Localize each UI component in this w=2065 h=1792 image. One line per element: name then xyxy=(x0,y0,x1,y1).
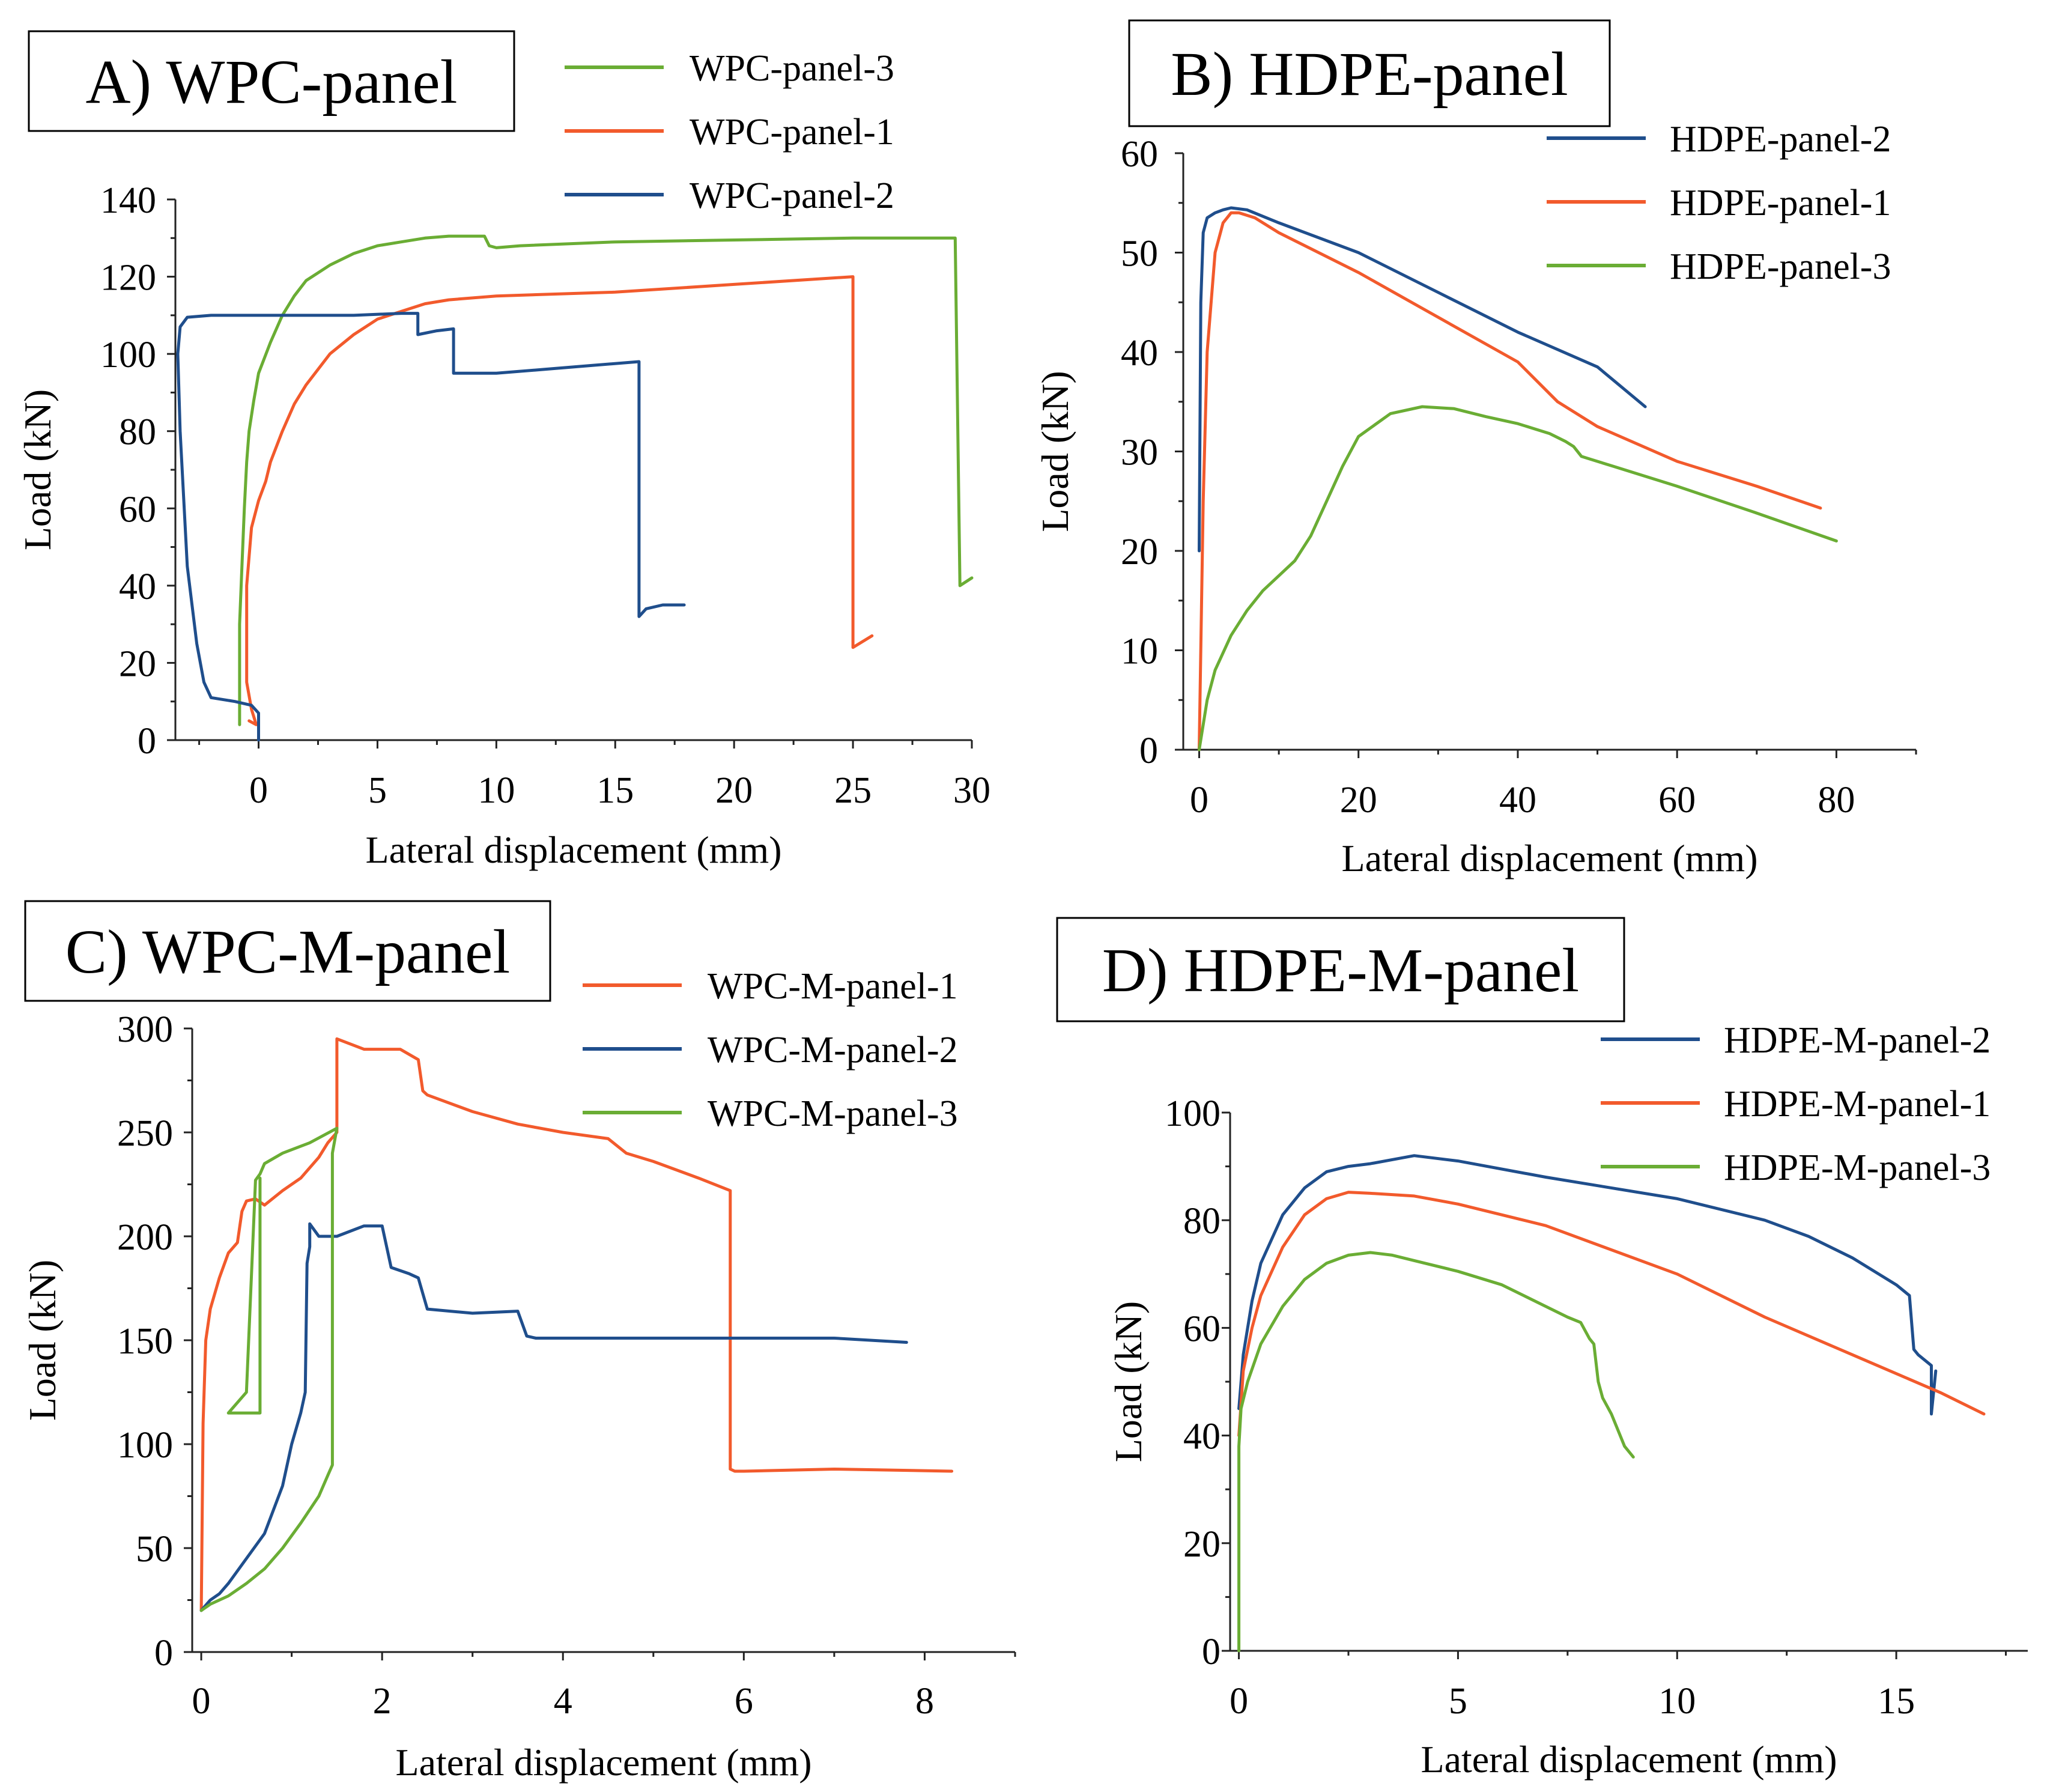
chart-title-box xyxy=(1056,917,1625,1022)
chart-title-box xyxy=(28,30,515,132)
series-line-wpc-panel-3 xyxy=(238,234,974,726)
y-tick-label: 150 xyxy=(117,1321,173,1362)
x-tick-label: 2 xyxy=(373,1681,392,1722)
x-axis-label: Lateral displacement (mm) xyxy=(365,828,781,871)
x-tick-label: 8 xyxy=(915,1681,934,1722)
chart-title: B) HDPE-panel xyxy=(1171,40,1568,109)
y-tick-label: 140 xyxy=(100,180,156,221)
y-tick-label: 40 xyxy=(1183,1417,1221,1457)
chart-title: A) WPC-panel xyxy=(85,47,457,117)
chart-title: D) HDPE-M-panel xyxy=(1102,936,1579,1005)
series-line-hdpe-m-panel-1 xyxy=(1237,1191,1986,1438)
legend-label-hdpe-m-panel-3: HDPE-M-panel-3 xyxy=(1724,1147,1991,1188)
x-axis-label: Lateral displacement (mm) xyxy=(1341,837,1757,879)
y-tick-label: 120 xyxy=(100,258,156,299)
y-axis-label: Load (kN) xyxy=(1107,1301,1150,1462)
x-tick-label: 5 xyxy=(368,770,387,811)
y-tick-label: 50 xyxy=(1121,234,1158,275)
y-tick-label: 20 xyxy=(1183,1524,1221,1565)
legend-label-wpc-panel-2: WPC-panel-2 xyxy=(690,175,894,216)
series-line-wpc-m-panel-2 xyxy=(199,1222,908,1612)
x-tick-label: 80 xyxy=(1818,780,1855,821)
y-tick-label: 200 xyxy=(117,1217,173,1258)
legend-label-wpc-panel-1: WPC-panel-1 xyxy=(690,112,894,153)
legend-label-wpc-m-panel-1: WPC-M-panel-1 xyxy=(708,966,958,1007)
series-line-hdpe-m-panel-2 xyxy=(1237,1154,1938,1416)
legend-label-hdpe-panel-3: HDPE-panel-3 xyxy=(1670,246,1891,287)
y-tick-label: 10 xyxy=(1121,631,1158,672)
chart-title: C) WPC-M-panel xyxy=(65,917,510,986)
y-axis-label: Load (kN) xyxy=(16,389,59,550)
series-line-wpc-panel-1 xyxy=(245,275,874,726)
chart-panel-3: C) WPC-M-panel 0 50 100 150 200 250 300 0 2 4 6 8 Lat… xyxy=(21,900,1016,1784)
y-tick-label: 300 xyxy=(117,1009,173,1050)
x-tick-label: 4 xyxy=(554,1681,572,1722)
y-tick-label: 20 xyxy=(119,643,156,684)
x-tick-label: 6 xyxy=(735,1681,753,1722)
y-tick-label: 0 xyxy=(154,1633,173,1674)
legend-label-hdpe-m-panel-1: HDPE-M-panel-1 xyxy=(1724,1084,1991,1125)
x-tick-label: 15 xyxy=(596,770,634,811)
x-tick-label: 40 xyxy=(1499,780,1536,821)
series-line-wpc-m-panel-1 xyxy=(199,1037,954,1612)
y-tick-label: 60 xyxy=(119,489,156,530)
x-tick-label: 25 xyxy=(834,770,872,811)
y-axis-label: Load (kN) xyxy=(21,1260,64,1421)
legend-label-hdpe-panel-1: HDPE-panel-1 xyxy=(1670,183,1891,223)
y-axis-label: Load (kN) xyxy=(1034,371,1076,532)
y-tick-label: 40 xyxy=(1121,333,1158,374)
x-tick-label: 0 xyxy=(192,1681,211,1722)
x-tick-label: 5 xyxy=(1449,1681,1467,1722)
series-line-hdpe-m-panel-3 xyxy=(1237,1251,1635,1653)
legend-label-wpc-m-panel-2: WPC-M-panel-2 xyxy=(708,1030,958,1071)
y-tick-label: 0 xyxy=(1139,730,1158,771)
y-tick-label: 40 xyxy=(119,566,156,607)
series-line-hdpe-panel-3 xyxy=(1198,405,1838,752)
y-tick-label: 100 xyxy=(100,335,156,375)
y-tick-label: 250 xyxy=(117,1113,173,1154)
chart-title-box xyxy=(24,900,551,1002)
x-axis-label: Lateral displacement (mm) xyxy=(395,1741,811,1784)
x-tick-label: 30 xyxy=(953,770,990,811)
chart-panel-2: B) HDPE-panel 0 10 20 30 40 50 60 0 20 40 60 80 Later… xyxy=(1034,19,1917,879)
legend-label-wpc-m-panel-3: WPC-M-panel-3 xyxy=(708,1093,958,1134)
y-tick-label: 100 xyxy=(117,1425,173,1466)
series-line-hdpe-panel-1 xyxy=(1198,211,1822,752)
x-tick-label: 10 xyxy=(478,770,515,811)
y-tick-label: 100 xyxy=(1165,1093,1221,1134)
chart-panel-4: D) HDPE-M-panel 0 20 40 60 80 100 0 5 10 15 Lateral… xyxy=(1056,917,2028,1781)
series-line-hdpe-panel-2 xyxy=(1198,206,1647,553)
y-tick-label: 60 xyxy=(1121,134,1158,175)
y-tick-label: 80 xyxy=(119,412,156,453)
series-line-wpc-panel-2 xyxy=(176,312,686,742)
y-tick-label: 30 xyxy=(1121,433,1158,473)
x-tick-label: 20 xyxy=(715,770,753,811)
legend-label-hdpe-m-panel-2: HDPE-M-panel-2 xyxy=(1724,1020,1991,1061)
x-tick-label: 0 xyxy=(1230,1681,1248,1722)
y-tick-label: 0 xyxy=(138,721,156,762)
y-tick-label: 0 xyxy=(1202,1632,1221,1672)
chart-title-box xyxy=(1128,19,1611,127)
y-tick-label: 50 xyxy=(136,1529,173,1570)
chart-panel-1: A) WPC-panel 0 20 40 60 80 100 120 140 0 5 10 15 20 25… xyxy=(16,30,990,871)
legend-label-wpc-panel-3: WPC-panel-3 xyxy=(690,48,894,89)
x-tick-label: 60 xyxy=(1658,780,1696,821)
y-tick-label: 80 xyxy=(1183,1201,1221,1242)
y-tick-label: 60 xyxy=(1183,1308,1221,1349)
x-tick-label: 15 xyxy=(1878,1681,1915,1722)
x-axis-label: Lateral displacement (mm) xyxy=(1421,1738,1837,1781)
x-tick-label: 0 xyxy=(249,770,268,811)
series-line-wpc-m-panel-3 xyxy=(199,1126,339,1612)
x-tick-label: 0 xyxy=(1190,780,1208,821)
legend-label-hdpe-panel-2: HDPE-panel-2 xyxy=(1670,119,1891,160)
y-tick-label: 20 xyxy=(1121,532,1158,573)
x-tick-label: 20 xyxy=(1340,780,1377,821)
x-tick-label: 10 xyxy=(1658,1681,1696,1722)
